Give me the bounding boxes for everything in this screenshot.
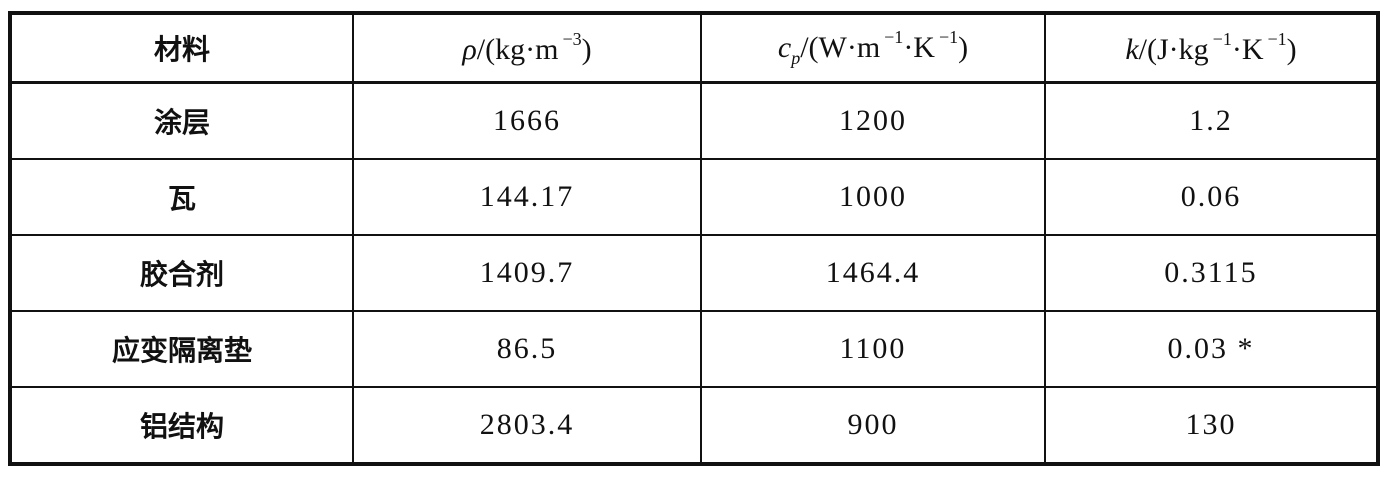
density-close: ) — [581, 33, 592, 66]
cell-cp: 1200 — [700, 81, 1046, 160]
cp-exp1: −1 — [884, 27, 904, 47]
cell-material: 铝结构 — [9, 386, 354, 465]
header-cp: cp/(W·m −1·K −1) — [700, 12, 1046, 84]
header-k: k/(J·kg −1·K −1) — [1044, 12, 1379, 84]
k-unit: /(J·kg — [1138, 33, 1209, 66]
cell-density: 144.17 — [352, 158, 702, 236]
table-row: 铝结构 2803.4 900 130 — [9, 386, 1379, 465]
k-mid: ·K — [1231, 33, 1264, 66]
cell-cp: 1464.4 — [700, 234, 1046, 312]
table-row: 胶合剂 1409.7 1464.4 0.3115 — [9, 234, 1379, 312]
cell-k: 0.3115 — [1044, 234, 1379, 312]
density-exp: −3 — [562, 29, 582, 49]
cell-k: 1.2 — [1044, 81, 1379, 160]
k-symbol: k — [1125, 33, 1139, 66]
cell-density: 1666 — [352, 81, 702, 160]
cp-sub: p — [791, 48, 801, 68]
table-row: 涂层 1666 1200 1.2 — [9, 81, 1379, 160]
cell-k: 130 — [1044, 386, 1379, 465]
cell-material: 涂层 — [9, 81, 354, 160]
cell-material: 胶合剂 — [9, 234, 354, 312]
cp-close: ) — [958, 31, 969, 64]
cell-density: 2803.4 — [352, 386, 702, 465]
header-density: ρ/(kg·m −3) — [352, 12, 702, 84]
cell-k: 0.06 — [1044, 158, 1379, 236]
cp-mid: ·K — [903, 31, 935, 64]
cp-unit: /(W·m — [800, 31, 881, 64]
cell-cp: 1100 — [700, 310, 1046, 388]
material-properties-table: 材料 ρ/(kg·m −3) cp/(W·m −1·K −1) k/(J·kg −1·K… — [8, 11, 1380, 466]
density-symbol: ρ — [462, 33, 477, 66]
k-exp2: −1 — [1267, 29, 1287, 49]
cell-cp: 1000 — [700, 158, 1046, 236]
cell-cp: 900 — [700, 386, 1046, 465]
cell-material: 应变隔离垫 — [9, 310, 354, 388]
table-row: 应变隔离垫 86.5 1100 0.03 * — [9, 310, 1379, 388]
cell-density: 86.5 — [352, 310, 702, 388]
density-unit: /(kg·m — [476, 33, 559, 66]
k-close: ) — [1286, 33, 1297, 66]
cell-k: 0.03 * — [1044, 310, 1379, 388]
header-row: 材料 ρ/(kg·m −3) cp/(W·m −1·K −1) k/(J·kg −1·K… — [9, 12, 1379, 84]
cp-symbol: c — [777, 31, 792, 64]
cp-exp2: −1 — [938, 27, 959, 47]
header-material: 材料 — [9, 12, 354, 84]
cell-material: 瓦 — [9, 158, 354, 236]
k-exp1: −1 — [1212, 29, 1232, 49]
table-row: 瓦 144.17 1000 0.06 — [9, 158, 1379, 236]
cell-density: 1409.7 — [352, 234, 702, 312]
